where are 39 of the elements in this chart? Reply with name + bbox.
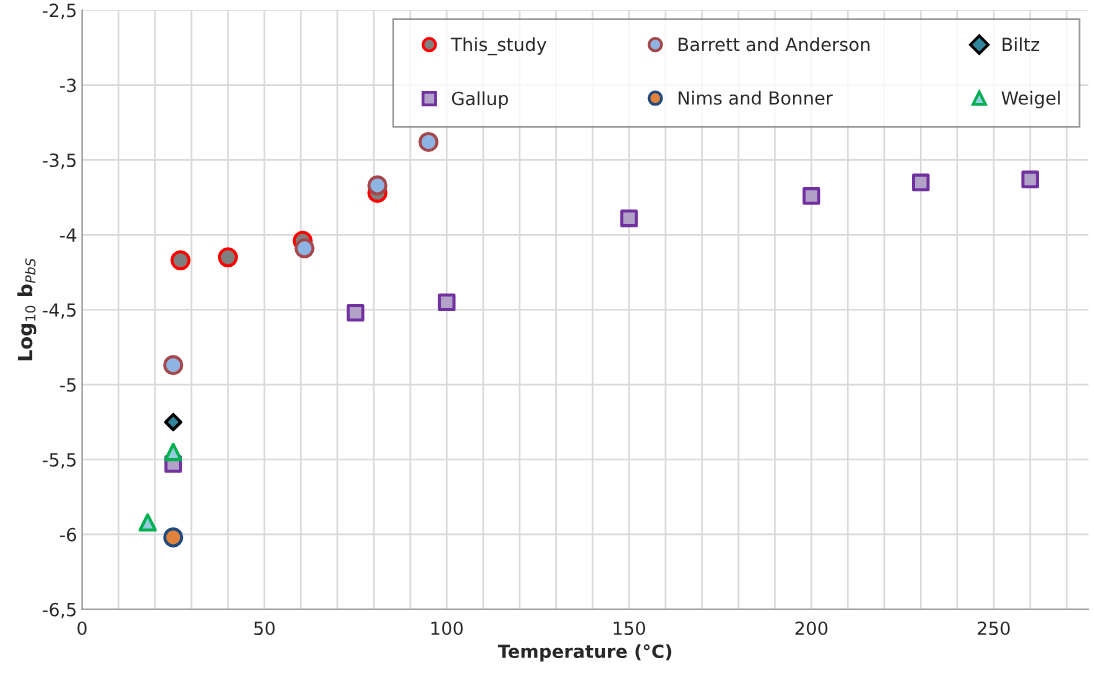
point	[620, 209, 638, 228]
x-tick-label: 0	[77, 621, 87, 636]
point	[437, 293, 456, 312]
point	[138, 513, 157, 532]
y-tick-label: -3	[60, 78, 76, 93]
point	[346, 303, 365, 322]
point	[367, 175, 388, 196]
y-tick-label: -2,5	[42, 3, 76, 20]
y-tick-label: -4	[60, 228, 77, 242]
legend-label: Nims and Bonner	[678, 90, 833, 105]
point	[294, 238, 315, 259]
point	[217, 247, 238, 268]
point	[1021, 170, 1039, 189]
x-tick-label: 250	[977, 621, 1010, 636]
point	[164, 442, 183, 462]
x-tick-label: 50	[254, 621, 275, 636]
y-axis-title: Log$_{10}$ b$_{PbS}$	[17, 258, 37, 361]
x-axis-title: Temperature (°C)	[497, 644, 672, 662]
point	[163, 355, 184, 376]
point	[802, 187, 821, 205]
point	[418, 131, 439, 152]
y-tick-label: -5	[60, 378, 76, 392]
x-tick-label: 100	[431, 621, 463, 636]
point	[164, 412, 183, 432]
x-tick-label: 150	[613, 621, 646, 636]
point	[163, 527, 184, 548]
y-tick-label: -5,5	[42, 453, 76, 469]
legend-label: Barrett and Anderson	[678, 37, 870, 52]
legend-label: Weigel	[1001, 90, 1060, 109]
point	[170, 250, 191, 271]
point	[911, 173, 930, 192]
y-tick-label: -3,5	[42, 153, 76, 169]
legend-label: Gallup	[451, 91, 508, 109]
y-tick-label: -6,5	[42, 602, 76, 619]
legend-label: Biltz	[1002, 37, 1040, 51]
x-tick-label: 200	[795, 621, 828, 636]
y-tick-label: -6	[60, 527, 77, 542]
legend-label: This_study	[450, 37, 547, 56]
y-tick-label: -4,5	[42, 303, 76, 319]
